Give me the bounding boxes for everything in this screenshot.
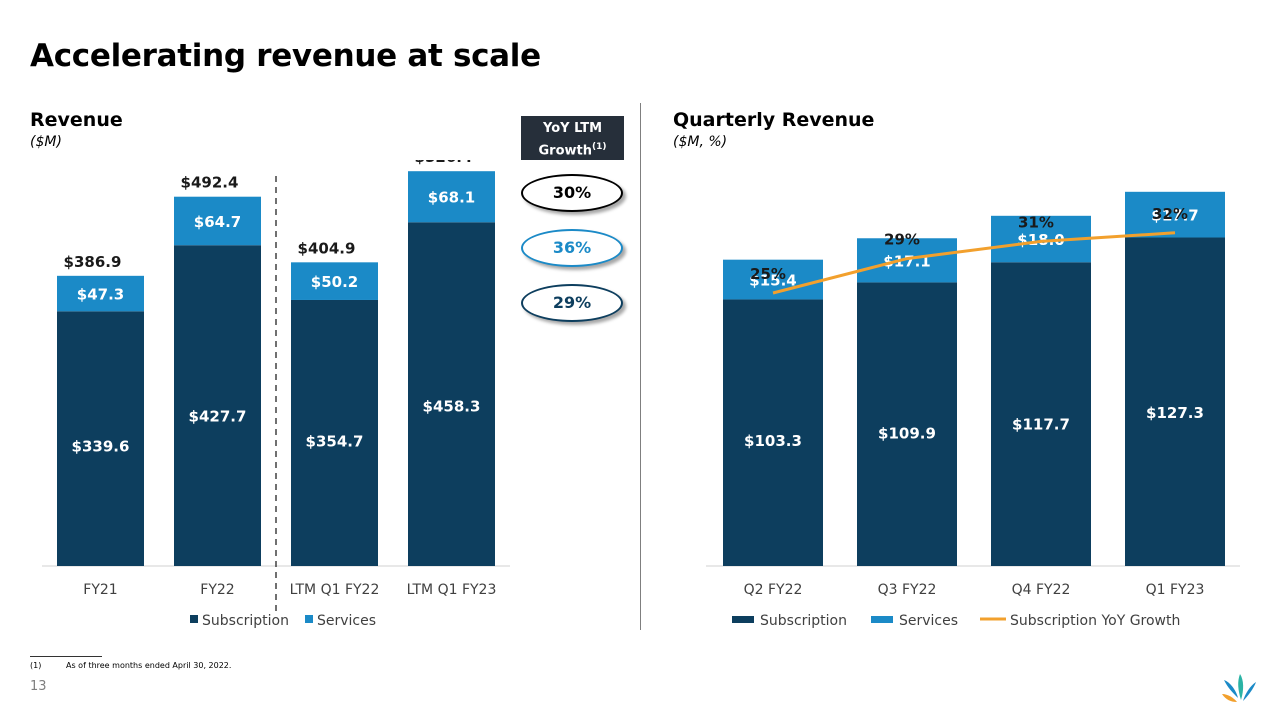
- quarterly-label-subscription-3: $127.3: [1146, 404, 1204, 422]
- annual-total-label-1: $492.4: [181, 174, 239, 192]
- quarterly-legend-swatch-services: [871, 616, 893, 623]
- annual-label-services-3: $68.1: [428, 189, 475, 207]
- growth-label-0: 25%: [750, 265, 786, 283]
- yoy-growth-oval-fy22: 30%: [521, 174, 623, 212]
- quarterly-legend-label-growth: Subscription YoY Growth: [1010, 613, 1180, 629]
- yoy-growth-oval-ltm-fy23: 29%: [521, 284, 623, 322]
- revenue-section-subtitle: ($M): [30, 134, 62, 150]
- quarterly-section-title: Quarterly Revenue: [673, 109, 875, 131]
- annual-label-subscription-2: $354.7: [306, 432, 364, 450]
- quarterly-label-subscription-1: $109.9: [878, 424, 936, 442]
- annual-bar-subscription-3: [408, 222, 495, 566]
- quarterly-x-tick-0: Q2 FY22: [744, 582, 803, 598]
- quarterly-bar-subscription-0: [723, 299, 823, 566]
- quarterly-bar-services-1: [857, 238, 957, 283]
- annual-total-label-2: $404.9: [298, 239, 356, 257]
- growth-label-1: 29%: [884, 231, 920, 249]
- quarterly-x-tick-3: Q1 FY23: [1146, 582, 1205, 598]
- revenue-section-title: Revenue: [30, 109, 123, 131]
- annual-x-tick-2: LTM Q1 FY22: [290, 582, 380, 598]
- page-number: 13: [30, 679, 47, 694]
- page-title: Accelerating revenue at scale: [30, 38, 541, 74]
- annual-label-subscription-1: $427.7: [189, 408, 247, 426]
- annual-legend-swatch-services: [305, 615, 313, 623]
- company-logo-icon: [1222, 674, 1256, 702]
- annual-x-tick-3: LTM Q1 FY23: [407, 582, 497, 598]
- quarterly-label-services-0: $15.4: [749, 272, 796, 290]
- quarterly-label-services-3: $17.7: [1151, 207, 1198, 225]
- annual-x-tick-0: FY21: [83, 582, 117, 598]
- annual-legend-swatch-subscription: [190, 615, 198, 623]
- annual-bar-services-2: [291, 262, 378, 300]
- annual-label-subscription-3: $458.3: [423, 397, 481, 415]
- annual-label-services-0: $47.3: [77, 286, 124, 304]
- quarterly-x-tick-1: Q3 FY22: [878, 582, 937, 598]
- annual-label-subscription-0: $339.6: [72, 437, 130, 455]
- yoy-header-line2: Growth: [538, 143, 593, 159]
- annual-label-services-1: $64.7: [194, 213, 241, 231]
- annual-total-label-3: $526.4: [415, 160, 473, 166]
- quarterly-legend-swatch-subscription: [732, 616, 754, 623]
- annual-legend-label-services: Services: [317, 613, 376, 629]
- quarterly-section-subtitle: ($M, %): [673, 134, 728, 150]
- quarterly-legend-label-subscription: Subscription: [760, 613, 847, 629]
- growth-label-2: 31%: [1018, 213, 1054, 231]
- annual-bar-services-3: [408, 171, 495, 223]
- quarterly-bar-subscription-1: [857, 282, 957, 566]
- yoy-header-footnote-mark: (1): [592, 142, 607, 152]
- yoy-header-line1: YoY LTM: [542, 121, 603, 136]
- growth-line: [772, 231, 1176, 295]
- section-divider: [640, 103, 641, 630]
- annual-legend-label-subscription: Subscription: [202, 613, 289, 629]
- growth-label-3: 32%: [1152, 205, 1188, 223]
- annual-revenue-chart: $339.6 $47.3 $386.9 FY21 $427.7 $64.7 $492.4 FY…: [42, 160, 510, 629]
- quarterly-bar-subscription-2: [991, 262, 1091, 566]
- quarterly-x-tick-2: Q4 FY22: [1012, 582, 1071, 598]
- footnote-rule: [30, 656, 102, 657]
- footnote-mark: (1): [30, 661, 42, 670]
- yoy-growth-oval-ltm-fy22: 36%: [521, 229, 623, 267]
- annual-bar-subscription-0: [57, 311, 144, 566]
- annual-bar-services-0: [57, 275, 144, 312]
- annual-bar-services-1: [174, 196, 261, 246]
- quarterly-legend-label-services: Services: [899, 613, 958, 629]
- quarterly-label-subscription-2: $117.7: [1012, 415, 1070, 433]
- footnote-text: As of three months ended April 30, 2022.: [66, 661, 232, 670]
- annual-bar-subscription-1: [174, 245, 261, 566]
- annual-bar-subscription-2: [291, 299, 378, 566]
- quarterly-bar-services-3: [1125, 191, 1225, 238]
- annual-label-services-2: $50.2: [311, 273, 358, 291]
- quarterly-revenue-chart: $103.3$15.4Q2 FY22$109.9$17.1Q3 FY22$117…: [706, 191, 1240, 629]
- yoy-ltm-growth-header: YoY LTM Growth(1): [521, 116, 624, 160]
- quarterly-bar-subscription-3: [1125, 237, 1225, 566]
- annual-x-tick-1: FY22: [200, 582, 234, 598]
- annual-total-label-0: $386.9: [64, 253, 122, 271]
- quarterly-label-subscription-0: $103.3: [744, 432, 802, 450]
